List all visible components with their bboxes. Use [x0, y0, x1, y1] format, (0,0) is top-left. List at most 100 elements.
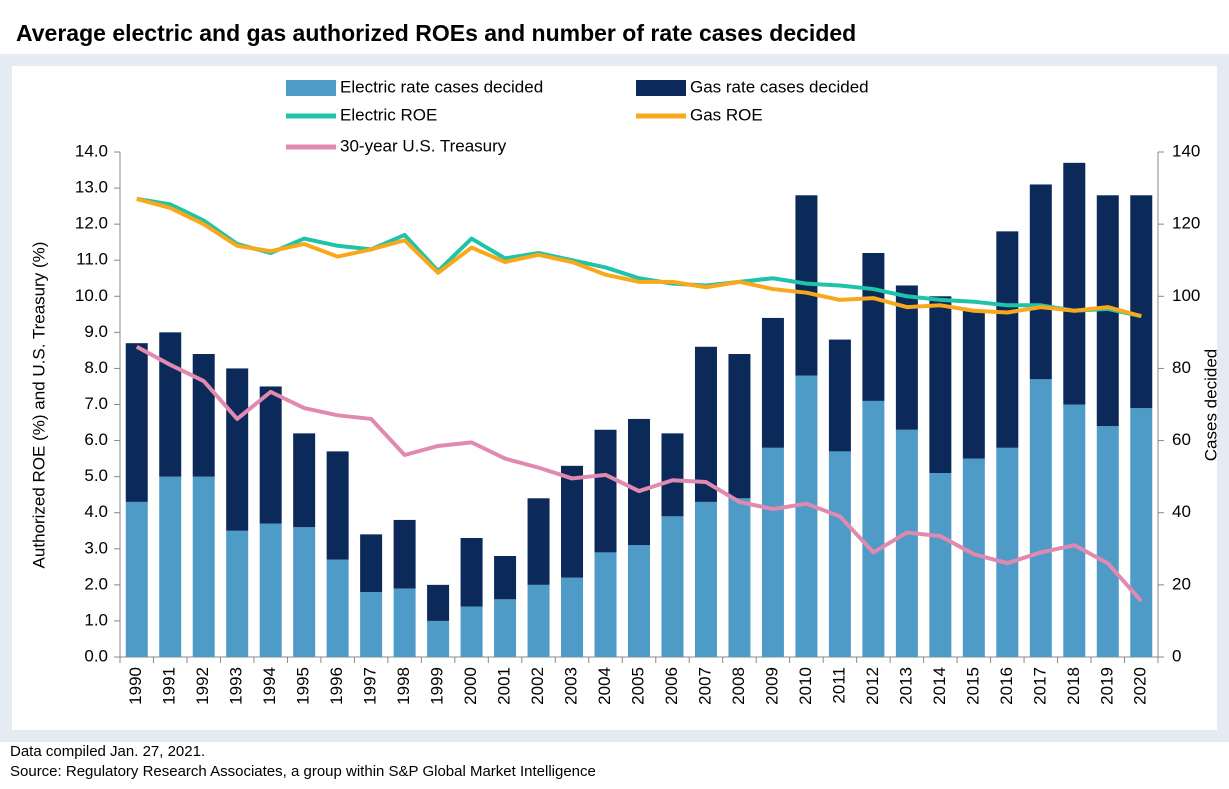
- y2-axis-label: Cases decided: [1201, 349, 1220, 461]
- bar: [728, 354, 751, 499]
- bar: [293, 433, 316, 528]
- footnote: Data compiled Jan. 27, 2021.: [10, 743, 205, 760]
- bar: [1029, 184, 1052, 380]
- bar: [761, 447, 784, 657]
- y-tick-label: 4.0: [84, 502, 108, 521]
- legend-label: 30-year U.S. Treasury: [340, 136, 507, 155]
- x-tick-label: 2002: [528, 667, 547, 705]
- y2-tick-label: 0: [1172, 646, 1181, 665]
- x-tick-label: 2003: [562, 667, 581, 705]
- y-tick-label: 0.0: [84, 646, 108, 665]
- x-tick-label: 2006: [662, 667, 681, 705]
- bar: [661, 516, 684, 657]
- y-tick-label: 8.0: [84, 358, 108, 377]
- bar: [427, 584, 450, 621]
- y-tick-label: 11.0: [76, 250, 108, 269]
- y2-tick-label: 120: [1172, 214, 1200, 233]
- y-tick-label: 5.0: [84, 466, 108, 485]
- y2-tick-label: 80: [1172, 358, 1191, 377]
- x-tick-label: 2012: [863, 667, 882, 705]
- bar: [1029, 379, 1052, 657]
- bar: [661, 433, 684, 517]
- bar: [962, 458, 985, 657]
- bar: [494, 556, 517, 600]
- y-tick-label: 14.0: [75, 141, 108, 160]
- y-tick-label: 9.0: [84, 322, 108, 341]
- x-tick-label: 2020: [1131, 667, 1150, 705]
- x-tick-label: 2007: [695, 667, 714, 705]
- x-tick-label: 1992: [193, 667, 212, 705]
- bar: [226, 368, 249, 531]
- bar: [828, 451, 851, 657]
- x-tick-label: 2011: [829, 667, 848, 704]
- bar: [895, 285, 918, 430]
- bar: [594, 552, 617, 657]
- bar: [259, 386, 282, 524]
- x-tick-label: 2014: [930, 667, 949, 705]
- y2-tick-label: 20: [1172, 574, 1191, 593]
- legend-label: Electric ROE: [340, 105, 437, 124]
- line: [135, 345, 1143, 603]
- bar: [494, 599, 517, 657]
- y-axis-label: Authorized ROE (%) and U.S. Treasury (%): [29, 242, 48, 569]
- legend-swatch: [286, 80, 336, 96]
- bar: [996, 231, 1019, 448]
- bar: [929, 473, 952, 657]
- y-tick-label: 1.0: [84, 610, 108, 629]
- x-tick-label: 2008: [729, 667, 748, 705]
- bar: [628, 545, 650, 657]
- y-tick-label: 7.0: [84, 394, 108, 413]
- x-tick-label: 1996: [327, 667, 346, 705]
- bar: [628, 418, 650, 546]
- bar: [996, 447, 1019, 657]
- bar: [1063, 162, 1086, 405]
- chart-title: Average electric and gas authorized ROEs…: [16, 20, 856, 46]
- line: [136, 196, 1142, 319]
- bar: [795, 375, 818, 657]
- x-tick-label: 1998: [394, 667, 413, 705]
- legend-swatch: [636, 80, 686, 96]
- bar: [694, 501, 717, 657]
- y-tick-label: 6.0: [84, 430, 108, 449]
- bar: [360, 534, 383, 593]
- bar: [259, 523, 282, 657]
- legend-label: Gas rate cases decided: [690, 77, 869, 96]
- bar: [594, 429, 617, 553]
- bar: [561, 577, 584, 657]
- bar: [862, 253, 885, 401]
- bar: [929, 296, 952, 474]
- bar: [159, 476, 182, 657]
- bar: [527, 584, 550, 657]
- bar: [326, 559, 349, 657]
- x-tick-label: 2010: [796, 667, 815, 705]
- bar: [694, 346, 717, 502]
- legend-label: Gas ROE: [690, 105, 763, 124]
- bar: [1063, 404, 1086, 657]
- bar: [1096, 426, 1119, 657]
- x-tick-label: 2000: [461, 667, 480, 705]
- bar: [192, 476, 215, 657]
- y-tick-label: 2.0: [84, 574, 108, 593]
- frame: [0, 54, 1229, 742]
- x-tick-label: 2009: [762, 667, 781, 705]
- bar: [761, 317, 784, 448]
- x-tick-label: 2013: [896, 667, 915, 705]
- bar: [828, 339, 851, 452]
- x-tick-label: 1991: [160, 667, 179, 705]
- x-tick-label: 1999: [428, 667, 447, 705]
- bar: [728, 498, 751, 657]
- y2-tick-label: 140: [1172, 141, 1200, 160]
- bar: [427, 620, 450, 657]
- legend-label: Electric rate cases decided: [340, 77, 543, 96]
- bar: [1130, 195, 1153, 409]
- bar: [159, 332, 182, 477]
- bar: [326, 451, 349, 560]
- bar: [293, 527, 316, 657]
- bar: [527, 498, 550, 585]
- y2-tick-label: 100: [1172, 286, 1200, 305]
- bar: [962, 310, 985, 459]
- x-tick-label: 1997: [361, 667, 380, 705]
- x-tick-label: 1994: [260, 667, 279, 705]
- y-tick-label: 10.0: [75, 286, 108, 305]
